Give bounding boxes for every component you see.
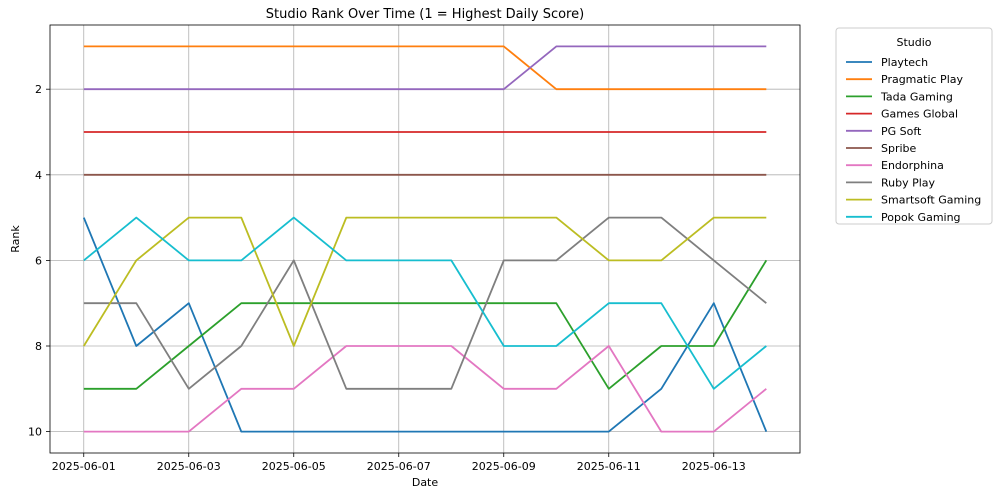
legend-label-tada-gaming: Tada Gaming [880,90,953,103]
series-line-pragmatic-play [83,45,767,91]
series-line-tada-gaming [83,259,768,390]
series-line-pg-soft [83,45,767,91]
chart-title: Studio Rank Over Time (1 = Highest Daily… [266,7,584,22]
x-axis: 2025-06-01 2025-06-03 2025-06-05 2025-06-07… [52,453,746,473]
y-axis-title: Rank [9,225,22,253]
legend-label-spribe: Spribe [881,142,917,155]
legend-title: Studio [896,36,931,49]
legend-label-games-global: Games Global [881,108,958,121]
legend: Studio Playtech Pragmatic Play Tada Gaming… [835,27,993,225]
series-line-popok-gaming [83,216,767,390]
y-tick-label: 4 [35,169,42,182]
y-tick-label: 8 [35,340,42,353]
series-line-smartsoft-gaming [83,216,767,347]
x-tick-label: 2025-06-01 [52,460,116,473]
x-tick-label: 2025-06-03 [157,460,221,473]
legend-label-playtech: Playtech [881,56,928,69]
x-tick-label: 2025-06-07 [367,460,431,473]
plot-area-frame [49,24,801,454]
y-tick-label: 2 [35,83,42,96]
x-tick-label: 2025-06-13 [682,460,746,473]
series-line-playtech [82,217,768,433]
y-tick-label: 10 [28,426,42,439]
series-layer [82,45,768,433]
series-line-endorphina [83,345,767,433]
y-axis: 2 4 6 8 10 [28,83,50,439]
legend-label-pg-soft: PG Soft [881,125,922,138]
legend-label-pragmatic-play: Pragmatic Play [881,73,963,86]
legend-label-popok-gaming: Popok Gaming [881,211,961,224]
legend-label-endorphina: Endorphina [881,159,944,172]
x-axis-title: Date [412,476,439,489]
legend-label-ruby-play: Ruby Play [881,176,936,189]
y-tick-label: 6 [35,254,42,267]
x-tick-label: 2025-06-09 [472,460,536,473]
series-line-ruby-play [83,216,767,390]
legend-label-smartsoft-gaming: Smartsoft Gaming [881,194,981,207]
x-tick-label: 2025-06-05 [262,460,326,473]
x-tick-label: 2025-06-11 [577,460,641,473]
legend-box [835,27,993,225]
